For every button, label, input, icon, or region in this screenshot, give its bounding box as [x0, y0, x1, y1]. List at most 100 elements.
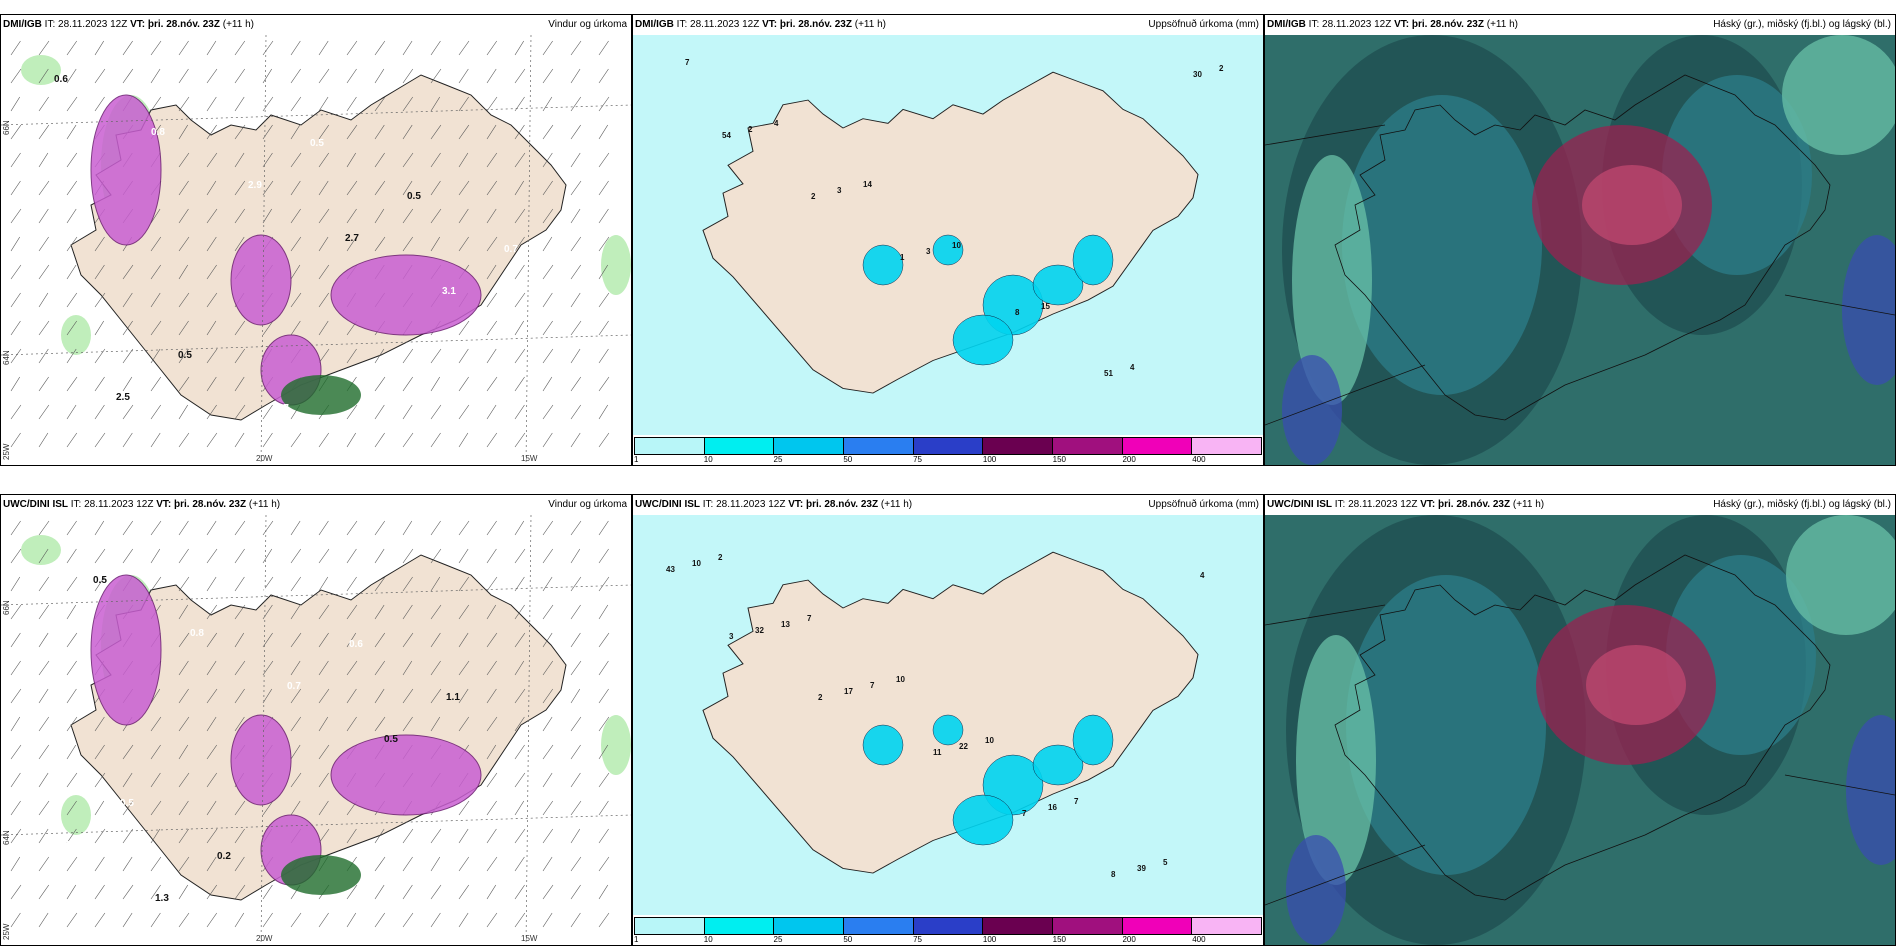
colorbar-tick: 10 [703, 935, 713, 944]
panel-accum-precip-uwc: UWC/DINI ISL IT: 28.11.2023 12Z VT: þri.… [632, 494, 1264, 946]
cloud-map [1265, 515, 1895, 945]
precip-value-label: 0.2 [217, 851, 231, 862]
colorbar-swatch [843, 917, 913, 935]
accum-value-label: 2 [748, 125, 753, 134]
accum-value-label: 39 [1137, 864, 1146, 873]
accum-value-label: 11 [933, 748, 942, 757]
colorbar-swatch [1191, 437, 1263, 455]
colorbar-tick: 75 [913, 935, 923, 944]
axis-label: 66N [2, 600, 11, 615]
colorbar-swatch [912, 917, 983, 935]
accum-value-label: 16 [1048, 803, 1057, 812]
accum-value-label: 15 [1041, 302, 1050, 311]
axis-label: 20W [256, 454, 273, 463]
colorbar-swatch [773, 917, 844, 935]
colorbar-ticks: 1 10 25 50 75 100 150 200 400 [634, 455, 1262, 465]
accum-value-label: 54 [722, 131, 731, 140]
precip-value-label: 3.1 [442, 286, 456, 297]
product-title: Vindur og úrkoma [548, 19, 627, 30]
precip-value-label: 0.3 [314, 904, 328, 915]
panel-header: UWC/DINI ISL IT: 28.11.2023 12Z VT: þri.… [1265, 495, 1895, 515]
precip-value-label: 0.5 [407, 191, 421, 202]
accum-value-label: 5 [1163, 858, 1168, 867]
colorbar-tick: 200 [1122, 935, 1136, 944]
precip-value-label: 0.5 [310, 138, 324, 149]
product-title: Háský (gr.), miðský (fj.bl.) og lágský (… [1713, 19, 1891, 30]
accum-value-label: 13 [781, 620, 790, 629]
colorbar-swatch [982, 917, 1053, 935]
accum-precip-map: 7 4 14 10 15 4 2 2 3 3 8 51 30 54 2 1 [633, 35, 1263, 435]
colorbar-tick: 50 [843, 935, 853, 944]
colorbar-swatch [912, 437, 983, 455]
precip-value-label: 1.1 [81, 297, 95, 308]
accum-value-label: 8 [1015, 308, 1020, 317]
colorbar-tick: 200 [1122, 455, 1136, 464]
wind-precip-map: 0.5 0.8 0.7 0.5 0.5 4.5 1.3 0.9 0.6 1.1 0.6 0.5 0.2 0… [1, 515, 631, 945]
colorbar-tick: 10 [703, 455, 713, 464]
accum-value-label: 10 [692, 559, 701, 568]
accum-value-label: 7 [1022, 809, 1027, 818]
precip-value-label: 1.8 [539, 339, 553, 350]
colorbar-tick: 100 [982, 455, 997, 464]
colorbar-tick: 1 [634, 935, 639, 944]
colorbar-swatch [634, 437, 704, 455]
precip-colorbar [634, 917, 1263, 935]
accum-value-label: 1 [900, 253, 905, 262]
axis-label: 25W [2, 443, 11, 460]
accum-value-label: 22 [959, 742, 968, 751]
wind-precip-map: 0.6 0.8 2.9 2.7 3.1 1.8 2.5 2.5 0.5 0.5 0.7 1.1 0.5 1… [1, 35, 631, 465]
accum-value-label: 7 [870, 681, 875, 690]
colorbar-swatch [1191, 917, 1263, 935]
accum-value-label: 10 [896, 675, 905, 684]
precip-value-label: 4.5 [58, 840, 72, 851]
colorbar-tick: 400 [1192, 455, 1206, 464]
axis-label: 64N [2, 350, 11, 365]
axis-label: 15W [521, 454, 538, 463]
precip-value-label: 1.3 [155, 893, 169, 904]
colorbar-tick: 50 [843, 455, 853, 464]
axis-label: 64N [2, 830, 11, 845]
model-name: DMI/IGB [3, 19, 42, 30]
product-title: Uppsöfnuð úrkoma (mm) [1148, 19, 1259, 30]
colorbar-swatch [1052, 437, 1122, 455]
product-title: Vindur og úrkoma [548, 499, 627, 510]
accum-precip-map: 2 7 10 10 7 5 10 13 7 22 16 39 43 32 17 11 7 8 4 3 2 [633, 515, 1263, 915]
colorbar-tick: 150 [1052, 455, 1067, 464]
precip-value-label: 0.6 [349, 639, 363, 650]
colorbar-tick: 100 [982, 935, 997, 944]
precip-value-label: 1.7 [275, 403, 289, 414]
accum-value-label: 2 [818, 693, 823, 702]
accum-value-label: 14 [863, 180, 872, 189]
precip-value-label: 2.9 [248, 180, 262, 191]
precip-value-label: 0.8 [190, 628, 204, 639]
accum-value-label: 4 [1130, 363, 1135, 372]
panel-wind-precip-uwc: UWC/DINI ISL IT: 28.11.2023 12Z VT: þri.… [0, 494, 632, 946]
accum-value-label: 3 [926, 247, 931, 256]
colorbar-ticks: 1 10 25 50 75 100 150 200 400 [634, 935, 1262, 945]
colorbar-swatch [773, 437, 844, 455]
precip-value-label: 0.8 [151, 127, 165, 138]
accum-value-label: 3 [729, 632, 734, 641]
accum-value-label: 51 [1104, 369, 1113, 378]
accum-value-label: 7 [807, 614, 812, 623]
panel-header: UWC/DINI ISL IT: 28.11.2023 12Z VT: þri.… [1, 495, 631, 515]
accum-value-label: 7 [1074, 797, 1079, 806]
precip-value-label: 1.1 [446, 692, 460, 703]
axis-label: 66N [2, 120, 11, 135]
accum-value-label: 10 [952, 241, 961, 250]
panel-header: UWC/DINI ISL IT: 28.11.2023 12Z VT: þri.… [633, 495, 1263, 515]
colorbar-swatch [634, 917, 704, 935]
colorbar-swatch [1121, 917, 1192, 935]
precip-value-label: 0.9 [252, 586, 266, 597]
precip-colorbar [634, 437, 1263, 455]
colorbar-swatch [1121, 437, 1192, 455]
colorbar-tick: 75 [913, 455, 923, 464]
colorbar-tick: 400 [1192, 935, 1206, 944]
precip-value-label: 0.6 [54, 74, 68, 85]
colorbar-swatch [703, 917, 774, 935]
colorbar-swatch [982, 437, 1053, 455]
precip-value-label: 2.5 [213, 85, 227, 96]
colorbar-swatch [703, 437, 774, 455]
precip-value-label: 0.5 [481, 787, 495, 798]
colorbar-tick: 1 [634, 455, 639, 464]
